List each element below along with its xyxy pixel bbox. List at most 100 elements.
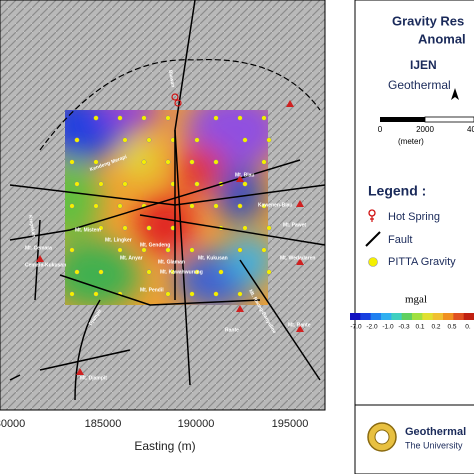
colorbar-swatch — [370, 313, 382, 320]
gravity-point — [146, 137, 152, 143]
place-label: Mt. Anyar — [120, 255, 143, 261]
subtitle: Geothermal — [388, 78, 451, 92]
place-label: Mt. Cemara — [25, 245, 52, 251]
colorbar-label: 0. — [465, 324, 471, 331]
colorbar-swatch — [360, 313, 372, 320]
gravity-point — [74, 269, 80, 275]
gravity-point — [69, 159, 75, 165]
colorbar-swatch — [412, 313, 423, 320]
legend-title: Legend : — [368, 183, 426, 199]
place-label: Krepekan — [27, 215, 37, 238]
gravity-points — [69, 115, 272, 297]
scale-bar: 0 2000 400 (meter) — [378, 116, 474, 146]
x-axis-label: Easting (m) — [134, 439, 195, 453]
colorbar-label: -7.0 — [350, 324, 362, 331]
place-label: Mt. Kukusan — [198, 255, 228, 261]
gravity-point — [213, 159, 219, 165]
place-label: Mt. Pawet — [283, 222, 306, 228]
gravity-point — [98, 225, 104, 231]
place-label: Mt. Lingker — [105, 237, 132, 243]
hot-springs — [171, 93, 182, 107]
peaks — [36, 100, 304, 375]
gravity-point — [213, 115, 219, 121]
colorbar-label: -1.0 — [382, 324, 394, 331]
place-label: Kawenen-Blau — [258, 202, 292, 208]
gravity-point — [165, 247, 171, 253]
gravity-field — [65, 110, 268, 305]
gravity-point — [98, 181, 104, 187]
gravity-point — [117, 247, 123, 253]
x-tick-label: 190000 — [178, 418, 215, 430]
gravity-point — [122, 225, 128, 231]
colorbar-label: 0.2 — [431, 324, 440, 331]
place-label: Blawan — [167, 70, 176, 88]
gravity-point — [141, 247, 147, 253]
gravity-point — [74, 181, 80, 187]
place-label: Mt. Gendeng — [140, 242, 170, 248]
gravity-point — [194, 181, 200, 187]
colorbar-label: -2.0 — [366, 324, 378, 331]
gravity-point — [189, 247, 195, 253]
gravity-point — [242, 137, 248, 143]
place-label: Mt. Djampit — [80, 375, 107, 381]
colorbar-label: 0.1 — [415, 324, 424, 331]
scale-label: 400 — [467, 125, 474, 134]
legend-panel: Gravity Res Anomal IJEN Geothermal 0 200… — [350, 0, 474, 474]
gravity-point — [213, 203, 219, 209]
gravity-point — [242, 181, 248, 187]
gravity-point — [189, 203, 195, 209]
gravity-point — [69, 203, 75, 209]
gravity-point — [122, 181, 128, 187]
legend-fault: Fault — [365, 231, 412, 247]
gravity-point — [242, 225, 248, 231]
colorbar-swatch — [381, 313, 392, 320]
colorbar-swatch — [422, 313, 434, 320]
gravity-point — [69, 247, 75, 253]
caldera-rim — [39, 58, 321, 151]
place-label: Mt. Wedadaren — [280, 255, 315, 261]
scale-unit: (meter) — [398, 137, 424, 146]
colorbar-swatch — [463, 313, 474, 320]
gravity-point — [122, 137, 128, 143]
gravity-point — [93, 291, 99, 297]
footer-subtitle: The University — [405, 440, 463, 450]
gravity-point — [261, 203, 267, 209]
place-label: Mt. Blau — [235, 172, 254, 178]
gravity-point — [165, 115, 171, 121]
gravity-point — [261, 247, 267, 253]
gravity-point — [93, 203, 99, 209]
place-label: Cemara-Kukusan — [25, 262, 66, 268]
place-label: Mt. Rante — [288, 322, 311, 328]
x-tick-label: 195000 — [272, 418, 309, 430]
gravity-point — [165, 159, 171, 165]
gravity-point — [93, 115, 99, 121]
colorbar-swatch — [350, 313, 361, 320]
gravity-point — [237, 203, 243, 209]
gravity-point — [266, 137, 272, 143]
gravity-point — [194, 137, 200, 143]
colorbar-swatch — [391, 313, 403, 320]
colorbar-label: -0.3 — [398, 324, 410, 331]
colorbar-label: 0.5 — [447, 324, 456, 331]
gravity-point — [237, 291, 243, 297]
scale-label: 0 — [378, 125, 383, 134]
colorbar-swatch — [432, 313, 444, 320]
place-label: Mt. Kawahwurung — [160, 269, 203, 275]
colorbar-swatch — [453, 313, 465, 320]
gravity-point — [189, 159, 195, 165]
colorbar-swatch — [401, 313, 413, 320]
gravity-point — [117, 115, 123, 121]
gravity-point — [146, 225, 152, 231]
gravity-point — [213, 291, 219, 297]
legend-label: PITTA Gravity — [388, 256, 456, 268]
legend-label: Hot Spring — [388, 211, 440, 223]
x-axis: 80000 185000 190000 195000 Easting (m) — [0, 418, 308, 453]
place-label: Mt. Pendil — [140, 287, 164, 293]
gravity-point — [165, 291, 171, 297]
gravity-point — [218, 269, 224, 275]
gravity-point — [117, 203, 123, 209]
gravity-point — [189, 291, 195, 297]
place-label: Mt. Mistem — [75, 227, 101, 233]
gravity-point — [266, 225, 272, 231]
